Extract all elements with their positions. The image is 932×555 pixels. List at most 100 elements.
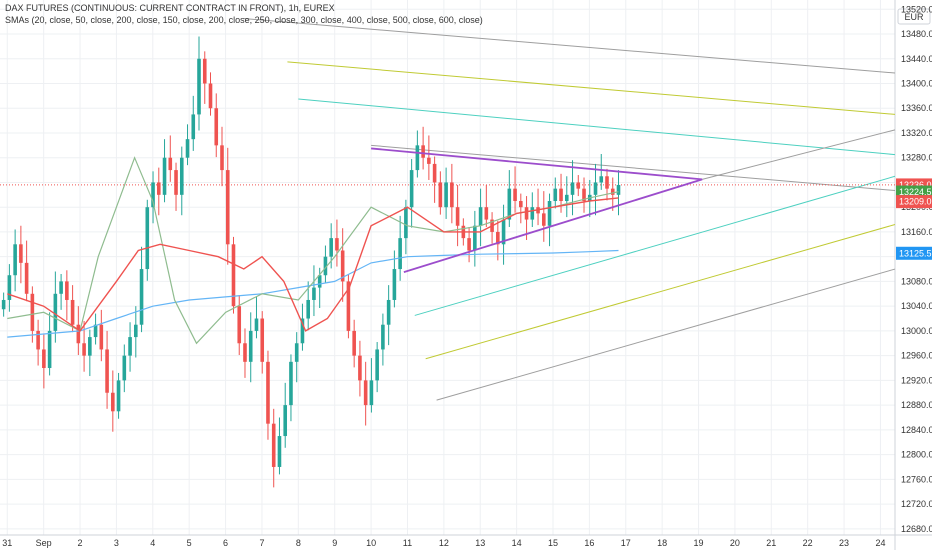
candle-body — [134, 324, 138, 338]
candle-body — [507, 188, 512, 220]
y-tick-label: 13520.0 — [901, 4, 932, 14]
candle-body — [1, 299, 6, 310]
currency-box[interactable] — [897, 8, 931, 25]
y-tick-label: 12680.0 — [901, 524, 932, 534]
candle-body — [392, 269, 397, 300]
candle-body — [576, 182, 581, 189]
candle-body — [605, 176, 609, 189]
candle-body — [346, 281, 351, 331]
candle-body — [93, 324, 98, 338]
candle-body — [501, 219, 506, 245]
candle-body — [225, 170, 230, 245]
x-tick-label: 31 — [2, 538, 12, 548]
candle-body — [496, 231, 500, 245]
currency-label: EUR — [904, 12, 924, 22]
candle-body — [30, 293, 35, 331]
y-tick-label: 12960.0 — [901, 351, 932, 361]
candle-body — [599, 176, 604, 183]
candle-body — [553, 188, 558, 202]
x-tick-label: 24 — [875, 538, 885, 548]
sma-blue-line — [7, 249, 619, 338]
candle-body — [541, 213, 546, 226]
candle-body — [530, 207, 535, 220]
x-tick-label: Sep — [36, 538, 52, 548]
candle-body — [243, 343, 247, 362]
y-tick-label: 13160.0 — [901, 227, 932, 237]
x-tick-label: 7 — [259, 538, 264, 548]
y-tick-label: 12760.0 — [901, 474, 932, 484]
candle-body — [294, 343, 299, 362]
candle-body — [524, 207, 529, 220]
candle-body — [105, 349, 109, 393]
x-tick-label: 16 — [584, 538, 594, 548]
candle-body — [289, 361, 293, 406]
candle-body — [582, 188, 586, 202]
candle-body — [484, 207, 489, 220]
channel-line — [425, 224, 896, 360]
candle-body — [122, 355, 127, 381]
x-tick-label: 20 — [730, 538, 740, 548]
candle-body — [70, 299, 75, 325]
symbol-legend: DAX FUTURES (CONTINUOUS: CURRENT CONTRAC… — [5, 3, 335, 13]
x-tick-label: 12 — [439, 538, 449, 548]
candle-body — [375, 349, 379, 381]
candle-body — [455, 207, 460, 226]
candle-body — [260, 318, 265, 362]
candle-body — [352, 330, 356, 356]
candle-body — [13, 244, 17, 276]
candle-body — [381, 324, 385, 350]
triangle-lower-line[interactable] — [403, 178, 703, 273]
x-tick-label: 2 — [78, 538, 83, 548]
candle-body — [128, 337, 132, 356]
candle-body — [116, 380, 121, 412]
price-tag — [896, 195, 932, 209]
price-tag-label: 13236.0 — [899, 180, 932, 190]
price-tag-label: 13125.5 — [899, 248, 932, 258]
studies-legend: SMAs (20, close, 50, close, 200, close, … — [5, 15, 483, 25]
channel-line — [298, 98, 896, 156]
candle-body — [409, 170, 414, 208]
candle-body — [300, 318, 305, 344]
candle-body — [564, 194, 569, 202]
candle-body — [19, 244, 23, 263]
candle-body — [237, 306, 242, 344]
candle-body — [415, 145, 420, 171]
candle-body — [323, 256, 328, 276]
x-tick-label: 22 — [803, 538, 813, 548]
candle-body — [231, 244, 236, 307]
candle-body — [478, 207, 483, 226]
x-tick-label: 10 — [366, 538, 376, 548]
candle-body — [168, 157, 173, 171]
candle-body — [24, 262, 29, 294]
channel-line — [371, 144, 896, 191]
candle-body — [519, 201, 523, 208]
candle-body — [82, 343, 86, 356]
x-tick-label: 4 — [150, 538, 155, 548]
candle-body — [162, 157, 167, 195]
candle-body — [248, 330, 253, 362]
candle-body — [99, 324, 104, 350]
x-tick-label: 5 — [187, 538, 192, 548]
x-tick-label: 19 — [694, 538, 704, 548]
candle-body — [335, 238, 339, 251]
x-tick-label: 13 — [475, 538, 485, 548]
candle-body — [254, 318, 259, 331]
channel-line — [702, 129, 896, 180]
x-tick-label: 18 — [657, 538, 667, 548]
y-tick-label: 12880.0 — [901, 400, 932, 410]
candle-body — [139, 269, 144, 325]
candle-body — [156, 182, 161, 195]
candle-body — [88, 337, 92, 356]
candle-body — [432, 163, 437, 183]
candle-body — [317, 275, 322, 288]
candle-body — [438, 182, 443, 208]
candle-body — [47, 330, 52, 369]
triangle-upper-line[interactable] — [371, 147, 703, 181]
candle-body — [266, 361, 270, 424]
sma-green-line — [7, 156, 619, 345]
y-tick-label: 13280.0 — [901, 153, 932, 163]
price-tag — [896, 246, 932, 260]
y-tick-label: 13440.0 — [901, 54, 932, 64]
candle-body — [306, 299, 310, 319]
